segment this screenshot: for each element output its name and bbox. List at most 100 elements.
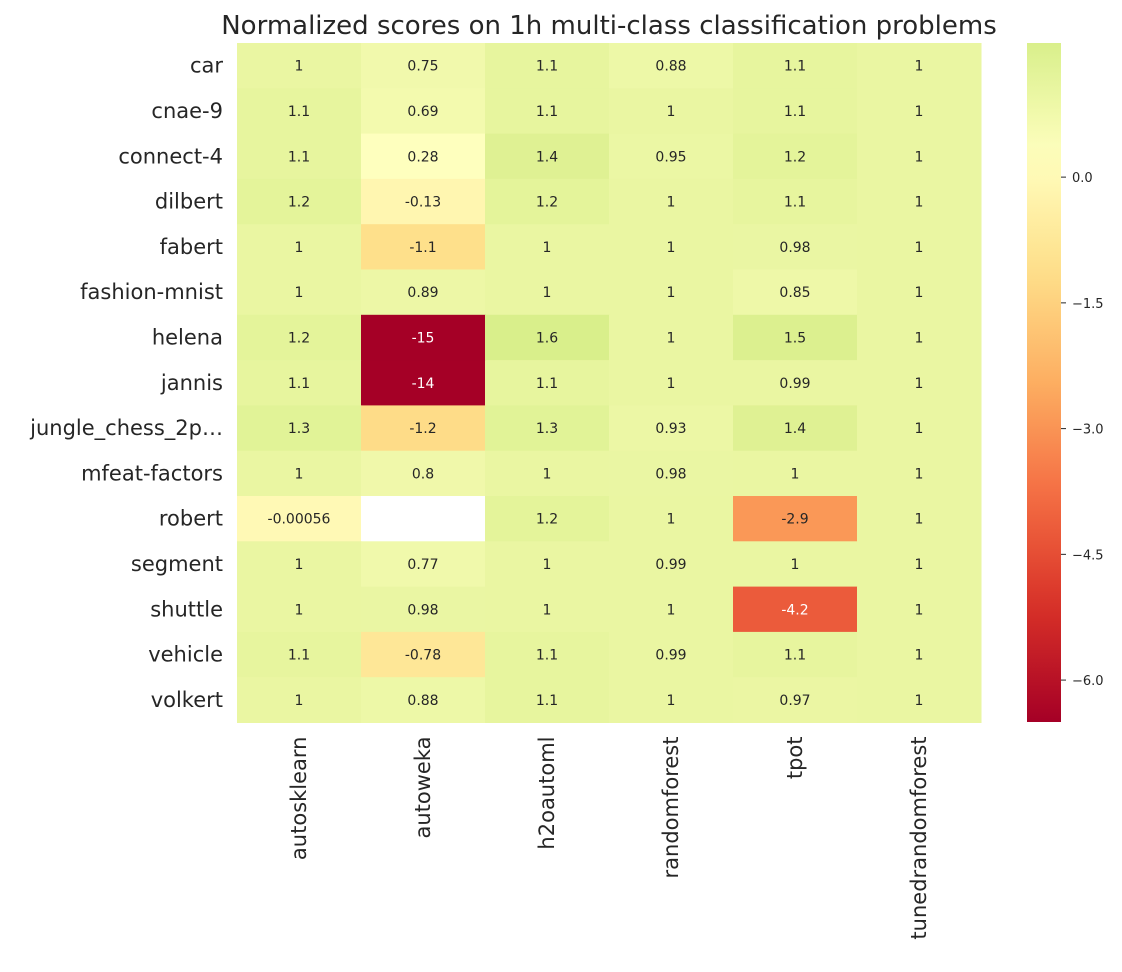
heatmap-cell-shuttle-autosklearn xyxy=(237,586,362,633)
cell-value-label: 1.1 xyxy=(784,648,806,664)
row-label-fashion-mnist: fashion-mnist xyxy=(80,280,223,304)
heatmap-cell-vehicle-tpot xyxy=(733,631,858,678)
heatmap-cell-helena-tpot xyxy=(733,314,858,361)
heatmap-cell-dilbert-randomforest xyxy=(609,178,734,225)
heatmap-cell-jannis-autoweka xyxy=(361,360,486,406)
cell-value-label: 1.1 xyxy=(288,648,310,664)
heatmap-cell-volkert-tpot xyxy=(733,677,858,723)
heatmap-cell-mfeat-factors-tpot xyxy=(733,450,858,497)
heatmap-cell-fabert-tunedrandomforest xyxy=(857,224,982,270)
heatmap-cell-connect-4-autoweka xyxy=(361,133,486,180)
row-label-dilbert: dilbert xyxy=(155,190,223,214)
cell-value-label: 1 xyxy=(915,195,924,211)
heatmap-cell-jungle-chess-2p-tpot xyxy=(733,405,858,452)
colorbar-tick-label: −3.0 xyxy=(1072,423,1104,438)
row-label-shuttle: shuttle xyxy=(150,597,223,621)
row-label-connect-4: connect-4 xyxy=(118,144,223,168)
cell-value-label: 1 xyxy=(915,466,924,482)
heatmap-cell-connect-4-tpot xyxy=(733,133,858,180)
cell-value-label: 1.1 xyxy=(536,376,558,392)
cell-value-label: 1.1 xyxy=(288,376,310,392)
row-label-mfeat-factors: mfeat-factors xyxy=(81,461,223,485)
cell-value-label: 1 xyxy=(915,648,924,664)
column-labels: autosklearn autoweka h2oautoml randomforest… xyxy=(287,737,931,940)
heatmap-cell-segment-tpot xyxy=(733,541,858,588)
cell-value-label: 1.2 xyxy=(288,330,310,346)
cell-value-label: 1.2 xyxy=(784,149,806,165)
cell-value-label: 0.85 xyxy=(779,285,810,301)
heatmap-cell-cnae-9-randomforest xyxy=(609,88,734,135)
cell-value-label: 1.1 xyxy=(536,648,558,664)
heatmap-cell-dilbert-tpot xyxy=(733,178,858,225)
heatmap-cell-car-tunedrandomforest xyxy=(857,43,982,89)
heatmap-cell-fabert-autosklearn xyxy=(237,224,362,270)
cell-value-label: 1 xyxy=(295,693,304,709)
cell-value-label: 0.88 xyxy=(407,693,438,709)
heatmap-cell-dilbert-tunedrandomforest xyxy=(857,178,982,225)
heatmap-cell-robert-randomforest xyxy=(609,496,734,542)
cell-value-label: -1.2 xyxy=(409,421,436,437)
heatmap-cell-shuttle-tpot xyxy=(733,586,858,633)
heatmap-cell-connect-4-h2oautoml xyxy=(485,133,610,180)
heatmap-cell-jungle-chess-2p-h2oautoml xyxy=(485,405,610,452)
heatmap-cell-helena-autoweka xyxy=(361,314,486,361)
row-label-fabert: fabert xyxy=(160,235,223,259)
cell-value-label: 1.3 xyxy=(536,421,558,437)
cell-value-label: 1 xyxy=(543,240,552,256)
cell-value-label: -14 xyxy=(412,376,435,392)
heatmap-cell-fashion-mnist-tpot xyxy=(733,269,858,316)
cell-value-label: 0.99 xyxy=(779,376,810,392)
heatmap-cell-car-h2oautoml xyxy=(485,43,610,89)
cell-value-label: 1 xyxy=(915,376,924,392)
cell-value-label: 1 xyxy=(915,421,924,437)
cell-value-label: 1.1 xyxy=(536,104,558,120)
cell-value-label: 1.5 xyxy=(784,330,806,346)
heatmap-cell-volkert-h2oautoml xyxy=(485,677,610,723)
heatmap-cell-jungle-chess-2p-randomforest xyxy=(609,405,734,452)
cell-value-label: 1 xyxy=(667,512,676,528)
heatmap-cell-dilbert-h2oautoml xyxy=(485,178,610,225)
row-label-cnae-9: cnae-9 xyxy=(151,99,223,123)
cell-value-label: -2.9 xyxy=(781,512,808,528)
heatmap-cell-mfeat-factors-randomforest xyxy=(609,450,734,497)
cell-value-label: 0.69 xyxy=(407,104,438,120)
heatmap-cell-fashion-mnist-h2oautoml xyxy=(485,269,610,316)
cell-value-label: 1 xyxy=(667,602,676,618)
column-label-h2oautoml: h2oautoml xyxy=(535,737,559,850)
heatmap-cell-connect-4-tunedrandomforest xyxy=(857,133,982,180)
heatmap-cell-car-randomforest xyxy=(609,43,734,89)
heatmap-cell-jannis-randomforest xyxy=(609,360,734,406)
cell-value-label: 1.1 xyxy=(536,59,558,75)
cell-value-label: 1 xyxy=(667,240,676,256)
heatmap-cell-jungle-chess-2p-autoweka xyxy=(361,405,486,452)
heatmap-cell-vehicle-autosklearn xyxy=(237,631,362,678)
heatmap-cell-shuttle-randomforest xyxy=(609,586,734,633)
heatmap-cell-jungle-chess-2p-autosklearn xyxy=(237,405,362,452)
heatmap-cell-fabert-h2oautoml xyxy=(485,224,610,270)
heatmap-cell-fashion-mnist-tunedrandomforest xyxy=(857,269,982,316)
heatmap-cell-helena-h2oautoml xyxy=(485,314,610,361)
cell-value-label: 0.95 xyxy=(655,149,686,165)
column-label-tunedrandomforest: tunedrandomforest xyxy=(907,737,931,940)
cell-value-label: 1.6 xyxy=(536,330,558,346)
cell-value-label: 1 xyxy=(915,330,924,346)
heatmap-cell-car-autoweka xyxy=(361,43,486,89)
colorbar-gradient xyxy=(1027,43,1061,722)
heatmap-cell-vehicle-tunedrandomforest xyxy=(857,631,982,678)
colorbar-tick-label: −1.5 xyxy=(1072,297,1104,312)
row-label-jannis: jannis xyxy=(160,371,223,395)
heatmap-cell-fabert-randomforest xyxy=(609,224,734,270)
heatmap-cell-jungle-chess-2p-tunedrandomforest xyxy=(857,405,982,452)
cell-value-label: 1 xyxy=(543,285,552,301)
heatmap-cell-cnae-9-h2oautoml xyxy=(485,88,610,135)
cell-value-label: 1 xyxy=(295,602,304,618)
row-label-helena: helena xyxy=(152,325,223,349)
heatmap-cell-segment-autoweka xyxy=(361,541,486,588)
heatmap-cell-vehicle-autoweka xyxy=(361,631,486,678)
row-label-volkert: volkert xyxy=(151,688,223,712)
cell-value-label: 1.2 xyxy=(536,195,558,211)
cell-value-label: 0.98 xyxy=(407,602,438,618)
heatmap-cell-robert-autosklearn xyxy=(237,496,362,542)
heatmap-cell-connect-4-autosklearn xyxy=(237,133,362,180)
